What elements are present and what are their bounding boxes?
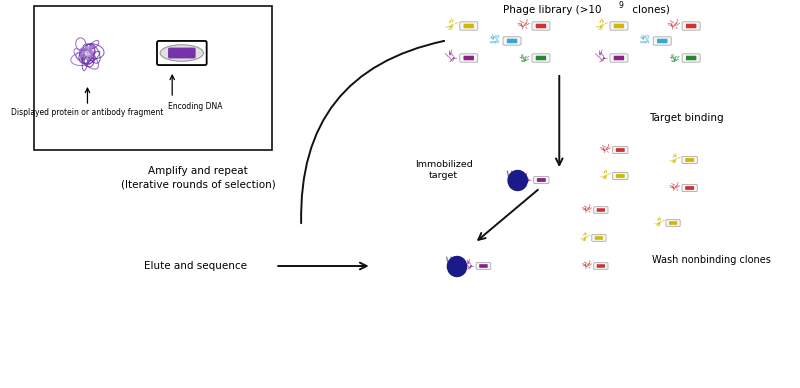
FancyBboxPatch shape xyxy=(686,24,696,28)
Ellipse shape xyxy=(160,45,203,61)
Ellipse shape xyxy=(82,46,94,60)
Ellipse shape xyxy=(85,44,90,51)
Ellipse shape xyxy=(80,47,86,52)
Ellipse shape xyxy=(88,54,94,59)
FancyBboxPatch shape xyxy=(685,158,694,162)
FancyBboxPatch shape xyxy=(685,186,694,190)
FancyBboxPatch shape xyxy=(532,22,550,30)
FancyBboxPatch shape xyxy=(463,24,474,28)
FancyArrowPatch shape xyxy=(301,41,444,223)
FancyBboxPatch shape xyxy=(666,220,680,226)
FancyBboxPatch shape xyxy=(657,39,667,43)
FancyBboxPatch shape xyxy=(532,54,550,62)
Circle shape xyxy=(508,170,527,191)
FancyBboxPatch shape xyxy=(597,208,605,212)
FancyBboxPatch shape xyxy=(536,24,546,28)
Text: Displayed protein or antibody fragment: Displayed protein or antibody fragment xyxy=(11,108,164,117)
FancyBboxPatch shape xyxy=(610,54,628,62)
Ellipse shape xyxy=(90,50,96,55)
FancyBboxPatch shape xyxy=(616,148,625,152)
Text: Elute and sequence: Elute and sequence xyxy=(144,261,247,271)
FancyBboxPatch shape xyxy=(594,236,603,240)
FancyBboxPatch shape xyxy=(594,263,608,269)
Text: Immobilized
target: Immobilized target xyxy=(415,160,473,180)
FancyBboxPatch shape xyxy=(614,24,624,28)
FancyBboxPatch shape xyxy=(610,22,628,30)
Text: clones): clones) xyxy=(629,5,670,15)
FancyBboxPatch shape xyxy=(682,54,700,62)
FancyBboxPatch shape xyxy=(463,56,474,60)
Ellipse shape xyxy=(82,54,86,61)
FancyBboxPatch shape xyxy=(534,177,549,184)
FancyBboxPatch shape xyxy=(479,264,488,268)
FancyBboxPatch shape xyxy=(613,146,628,154)
FancyBboxPatch shape xyxy=(536,56,546,60)
Text: Wash nonbinding clones: Wash nonbinding clones xyxy=(652,255,771,265)
FancyBboxPatch shape xyxy=(613,172,628,180)
FancyBboxPatch shape xyxy=(476,263,490,269)
FancyBboxPatch shape xyxy=(682,184,698,192)
FancyBboxPatch shape xyxy=(507,39,518,43)
FancyBboxPatch shape xyxy=(654,37,671,45)
FancyBboxPatch shape xyxy=(157,41,206,65)
FancyBboxPatch shape xyxy=(682,22,700,30)
FancyBboxPatch shape xyxy=(682,156,698,164)
FancyBboxPatch shape xyxy=(592,235,606,241)
Circle shape xyxy=(447,256,466,277)
FancyBboxPatch shape xyxy=(537,178,546,182)
FancyBboxPatch shape xyxy=(168,48,196,59)
Ellipse shape xyxy=(79,51,85,56)
Ellipse shape xyxy=(85,56,91,61)
Text: Encoding DNA: Encoding DNA xyxy=(168,102,222,111)
FancyBboxPatch shape xyxy=(594,207,608,213)
Text: Target binding: Target binding xyxy=(649,113,724,123)
FancyBboxPatch shape xyxy=(669,221,677,225)
FancyBboxPatch shape xyxy=(503,37,521,45)
Text: Amplify and repeat
(Iterative rounds of selection): Amplify and repeat (Iterative rounds of … xyxy=(121,166,275,190)
FancyBboxPatch shape xyxy=(686,56,696,60)
Ellipse shape xyxy=(89,46,94,52)
FancyBboxPatch shape xyxy=(614,56,624,60)
FancyBboxPatch shape xyxy=(597,264,605,268)
Text: Phage library (>10: Phage library (>10 xyxy=(503,5,602,15)
FancyBboxPatch shape xyxy=(460,22,478,30)
FancyBboxPatch shape xyxy=(34,6,272,150)
FancyBboxPatch shape xyxy=(616,174,625,178)
FancyBboxPatch shape xyxy=(460,54,478,62)
Text: 9: 9 xyxy=(619,1,624,10)
